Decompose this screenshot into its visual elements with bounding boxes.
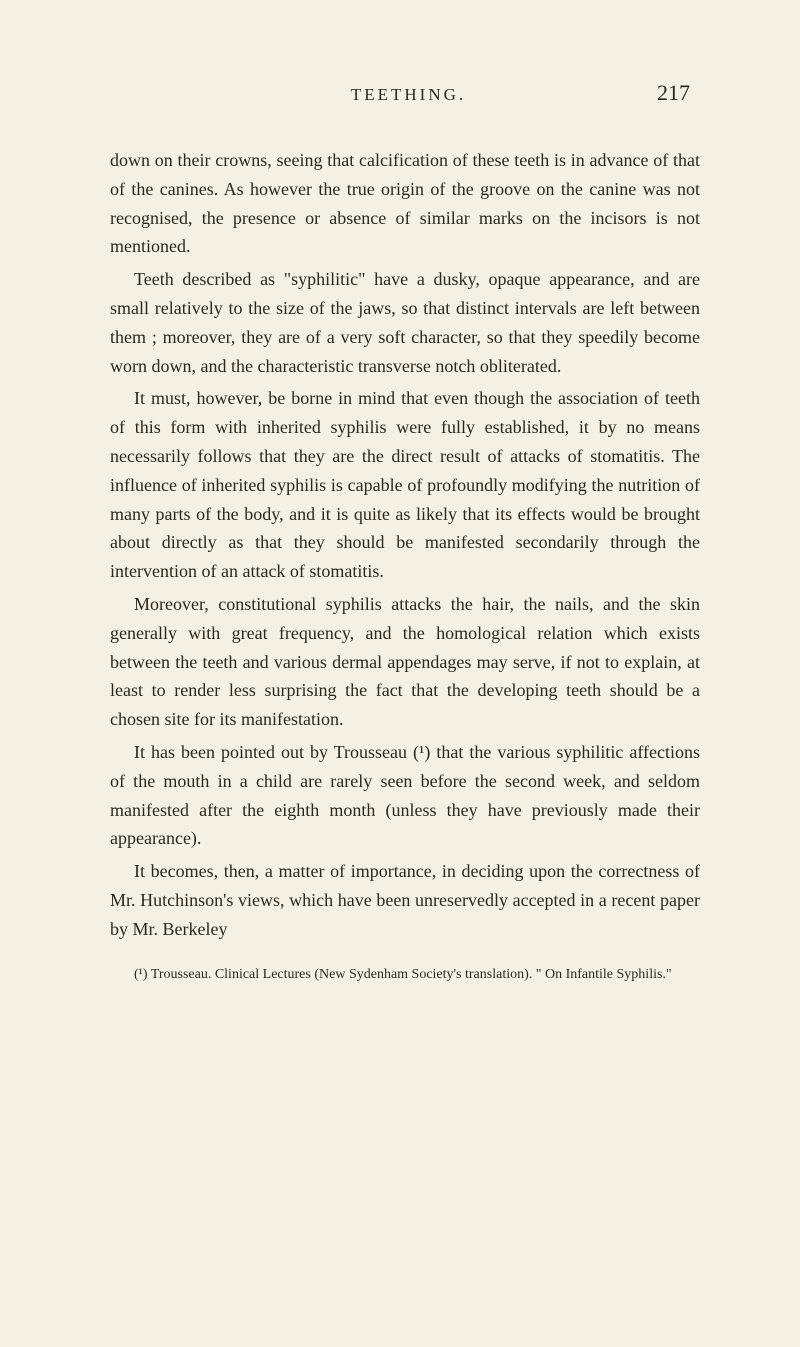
paragraph-6: It becomes, then, a matter of importance… <box>110 857 700 943</box>
footnote: (¹) Trousseau. Clinical Lectures (New Sy… <box>110 964 700 985</box>
paragraph-5: It has been pointed out by Trousseau (¹)… <box>110 738 700 853</box>
page-number: 217 <box>657 80 690 106</box>
paragraph-2: Teeth described as "syphilitic" have a d… <box>110 265 700 380</box>
paragraph-1: down on their crowns, seeing that calcif… <box>110 146 700 261</box>
paragraph-3: It must, however, be borne in mind that … <box>110 384 700 586</box>
footnote-text: Trousseau. Clinical Lectures (New Sydenh… <box>151 967 672 982</box>
footnote-marker: (¹) <box>134 967 148 982</box>
page-header: TEETHING. 217 <box>110 80 700 106</box>
running-title: TEETHING. <box>160 85 657 105</box>
body-text: down on their crowns, seeing that calcif… <box>110 146 700 944</box>
paragraph-4: Moreover, constitutional syphilis attack… <box>110 590 700 734</box>
